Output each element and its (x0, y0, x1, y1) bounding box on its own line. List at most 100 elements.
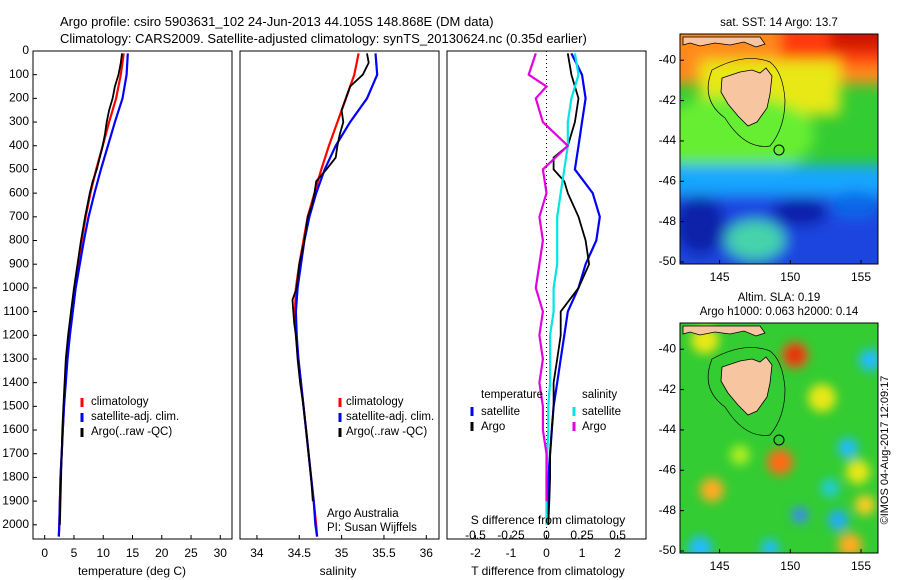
tasmania (720, 67, 773, 127)
sla-field (680, 323, 878, 553)
map-y-tick-label: -48 (659, 503, 677, 517)
x-tick-label: 36 (420, 546, 434, 560)
argo-position-marker (773, 434, 785, 446)
legend-label-climatology: climatology (91, 396, 149, 408)
x-tick-label: 2 (614, 546, 621, 560)
map-y-tick-label: -50 (659, 543, 677, 557)
difference-plot-area (527, 51, 601, 539)
series-line-t-argo (547, 53, 591, 525)
depth-tick-label: 700 (9, 209, 29, 223)
argo-position-marker (773, 144, 785, 156)
difference-x-label: T difference from climatology (471, 564, 625, 578)
salinity-panel: 34 34.5 35 35.5 36 salinity climatology sate… (239, 50, 440, 578)
depth-tick-label: 1700 (2, 446, 29, 460)
map-x-tick-label: 155 (851, 559, 871, 573)
x-top-tick-label: 0 (543, 528, 550, 542)
map-y-tick-label: -50 (659, 254, 677, 268)
x-top-tick-label: -0.25 (497, 528, 525, 542)
tasmania (720, 356, 773, 416)
shelf-contour (707, 58, 786, 147)
temperature-legend: climatology satellite-adj. clim. Argo(..… (80, 396, 179, 438)
sst-map-title: sat. SST: 14 Argo: 13.7 (720, 17, 838, 29)
map-y-tick-label: -42 (659, 93, 677, 107)
shelf-contour (707, 347, 786, 436)
x-tick-label: 34 (250, 546, 264, 560)
depth-tick-label: 200 (9, 91, 29, 105)
depth-tick-label: 100 (9, 67, 29, 81)
map-x-tick-label: 150 (780, 559, 800, 573)
x-top-tick-label: 0.25 (570, 528, 594, 542)
series-line-s-argo (527, 53, 570, 502)
x-tick-label: 30 (214, 546, 228, 560)
mainland-coast (682, 36, 766, 48)
salinity-annotation-line2: PI: Susan Wijffels (327, 522, 417, 534)
sla-map-frame (679, 322, 879, 554)
x-tick-label: 0 (41, 546, 48, 560)
depth-tick-label: 1800 (2, 470, 29, 484)
legend-label-argo: Argo(..raw -QC) (91, 426, 172, 438)
salinity-plot-area (291, 53, 379, 537)
legend-label-satellite: satellite-adj. clim. (346, 411, 434, 423)
depth-tick-label: 2000 (2, 517, 29, 531)
depth-tick-label: 600 (9, 185, 29, 199)
legend-label-climatology: climatology (346, 396, 404, 408)
x-tick-label: 34.5 (288, 546, 312, 560)
depth-tick-label: 1500 (2, 399, 29, 413)
temperature-x-ticks: 0 5 10 15 20 25 30 (41, 535, 227, 560)
map-y-tick-label: -40 (659, 341, 677, 355)
imos-credit: ©IMOS 04-Aug-2017 12:09:17 (879, 376, 891, 525)
map-y-tick-label: -46 (659, 173, 677, 187)
legend-label-t-satellite: satellite (481, 406, 520, 418)
x-tick-label: 0 (543, 546, 550, 560)
map-y-tick-label: -48 (659, 214, 677, 228)
sst-field (680, 34, 878, 264)
sla-map-title: Altim. SLA: 0.19 (738, 292, 820, 304)
x-tick-label: 1 (579, 546, 586, 560)
x-tick-label: 10 (97, 546, 111, 560)
map-x-tick-label: 150 (780, 270, 800, 284)
depth-tick-label: 0 (22, 43, 29, 57)
figure-title-line2: Climatology: CARS2009. Satellite-adjuste… (60, 31, 587, 46)
difference-legend: temperature salinity satellite Argo sate… (470, 389, 621, 433)
legend-label-s-satellite: satellite (582, 406, 621, 418)
sst-map-frame (679, 33, 879, 265)
depth-tick-label: 1900 (2, 493, 29, 507)
legend-label-satellite: satellite-adj. clim. (91, 411, 179, 423)
sst-map-ticks: 145 150 155 -40 -42 -44 -46 -48 -50 (659, 52, 872, 284)
x-tick-label: 5 (71, 546, 78, 560)
legend-label-t-argo: Argo (481, 421, 505, 433)
series-line-argo (291, 53, 370, 502)
sla-map-subtitle: Argo h1000: 0.063 h2000: 0.14 (700, 306, 859, 318)
difference-top-x-label: S difference from climatology (471, 513, 626, 527)
x-tick-label: -2 (470, 546, 481, 560)
depth-tick-label: 400 (9, 138, 29, 152)
sst-map: sat. SST: 14 Argo: 13.7 145 150 155 (659, 17, 879, 284)
map-y-tick-label: -44 (659, 422, 677, 436)
x-tick-label: 35 (335, 546, 349, 560)
figure-title-line1: Argo profile: csiro 5903631_102 24-Jun-2… (60, 14, 494, 29)
map-x-tick-label: 145 (710, 559, 730, 573)
temperature-axes-frame (32, 50, 233, 540)
depth-tick-label: 500 (9, 162, 29, 176)
x-tick-label: 20 (155, 546, 169, 560)
salinity-axes-frame (239, 50, 440, 540)
legend-title-temperature: temperature (481, 389, 543, 401)
map-y-tick-label: -42 (659, 382, 677, 396)
map-x-tick-label: 155 (851, 270, 871, 284)
depth-tick-label: 1200 (2, 327, 29, 341)
x-top-tick-label: -0.5 (465, 528, 486, 542)
series-line-s-satellite (545, 53, 580, 525)
map-y-tick-label: -44 (659, 133, 677, 147)
x-tick-label: 25 (184, 546, 198, 560)
salinity-x-label: salinity (320, 564, 357, 578)
depth-tick-label: 1100 (3, 304, 29, 318)
x-tick-label: -1 (506, 546, 517, 560)
depth-tick-label: 900 (9, 256, 29, 270)
sla-map-ticks: 145 150 155 -40 -42 -44 -46 -48 -50 (659, 341, 872, 573)
depth-tick-label: 1600 (2, 422, 29, 436)
series-line-argo (59, 53, 123, 525)
x-top-tick-label: 0.5 (609, 528, 626, 542)
temperature-panel: 0 5 10 15 20 25 30 0 100 200 300 400 500 600 700 800 90… (2, 43, 451, 578)
sla-map: Altim. SLA: 0.19 Argo h1000: 0.063 h2000… (659, 292, 879, 573)
